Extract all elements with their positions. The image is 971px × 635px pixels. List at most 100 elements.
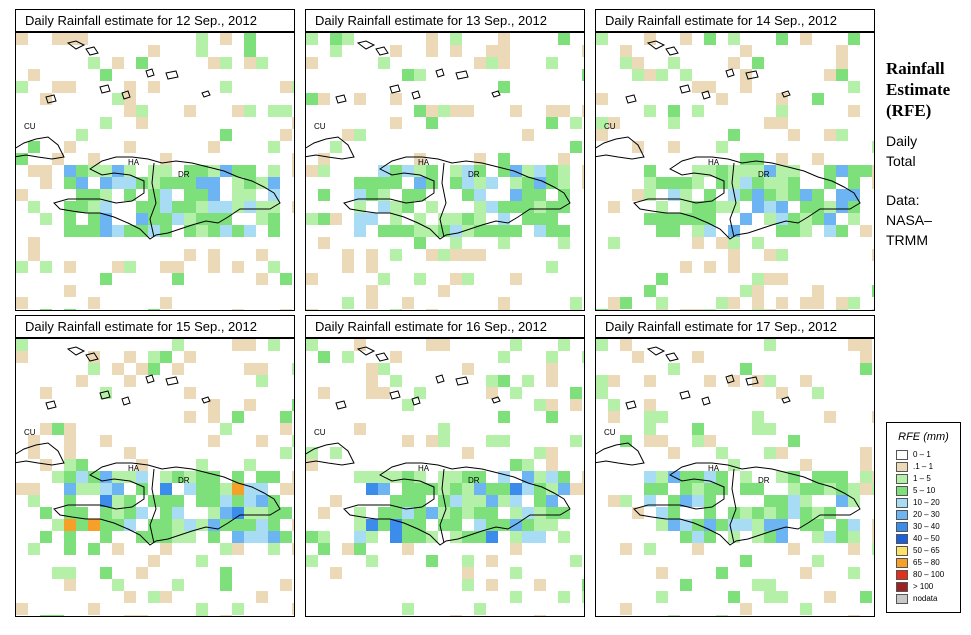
rainfall-cell: [764, 249, 776, 261]
rainfall-cell: [498, 57, 510, 69]
rainfall-cell: [220, 57, 232, 69]
rainfall-cell: [438, 225, 450, 237]
rainfall-cell: [136, 363, 148, 375]
rainfall-cell: [256, 363, 268, 375]
product-title-line: (RFE): [886, 101, 932, 120]
rainfall-cell: [414, 225, 426, 237]
rainfall-cell: [704, 519, 716, 531]
rainfall-cell: [124, 93, 136, 105]
rainfall-cell: [692, 543, 704, 555]
rainfall-cell: [534, 201, 546, 213]
rainfall-cell: [342, 351, 354, 363]
rfe-legend: RFE (mm) 0 – 1 .1 – 1 1 – 5 5 – 10 10 – 20 20…: [886, 422, 961, 613]
rainfall-cell: [136, 507, 148, 519]
haiti-label: HA: [708, 464, 720, 473]
rainfall-cell: [522, 531, 534, 543]
rainfall-cell: [232, 483, 244, 495]
rainfall-cell: [172, 339, 184, 351]
rainfall-cell: [390, 177, 402, 189]
rainfall-cell: [76, 459, 88, 471]
rainfall-cell: [232, 105, 244, 117]
rainfall-cell: [64, 471, 76, 483]
rainfall-cell: [776, 93, 788, 105]
rainfall-cell: [462, 165, 474, 177]
island-coastline: [375, 46, 389, 56]
rainfall-cell: [824, 225, 836, 237]
rainfall-cell: [450, 165, 462, 177]
rainfall-cell: [378, 273, 390, 285]
rainfall-cell: [668, 507, 680, 519]
rainfall-cell: [426, 249, 438, 261]
haiti-dr-border: [439, 162, 447, 238]
rainfall-cell: [232, 225, 244, 237]
rainfall-cell: [656, 69, 668, 81]
rainfall-cell: [800, 225, 812, 237]
rainfall-cell: [620, 45, 632, 57]
rainfall-cell: [728, 591, 740, 603]
rainfall-cell: [64, 309, 76, 310]
rainfall-cell: [172, 495, 184, 507]
legend-item: 50 – 65: [887, 545, 960, 557]
rainfall-cell: [426, 339, 438, 351]
rainfall-cell: [366, 363, 378, 375]
rainfall-cell: [740, 81, 752, 93]
rainfall-cell: [306, 33, 318, 45]
rainfall-cell: [184, 519, 196, 531]
rainfall-cell: [414, 105, 426, 117]
rainfall-cell: [196, 615, 208, 616]
rainfall-cell: [402, 69, 414, 81]
rainfall-cell: [366, 471, 378, 483]
rainfall-cell: [112, 93, 124, 105]
rainfall-map: CU HA DR: [15, 32, 295, 311]
rainfall-cell: [680, 495, 692, 507]
hispaniola-coastline: [343, 156, 571, 240]
rainfall-cell: [232, 177, 244, 189]
rainfall-cell: [124, 81, 136, 93]
rainfall-cell: [836, 297, 848, 309]
rainfall-cell: [582, 351, 584, 363]
island-coastline: [455, 70, 469, 80]
rainfall-cell: [462, 213, 474, 225]
rainfall-cell: [836, 201, 848, 213]
rainfall-cell: [124, 225, 136, 237]
rainfall-cell: [318, 351, 330, 363]
island-coastline: [455, 376, 469, 386]
rainfall-cell: [52, 615, 64, 616]
rainfall-cell: [608, 117, 620, 129]
rainfall-cell: [100, 69, 112, 81]
rainfall-cell: [28, 249, 40, 261]
rainfall-cell: [160, 483, 172, 495]
rainfall-cell: [764, 591, 776, 603]
rainfall-cell: [486, 225, 498, 237]
rainfall-cell: [596, 387, 608, 399]
rainfall-cell: [450, 615, 462, 616]
rainfall-cell: [812, 153, 824, 165]
rainfall-cell: [16, 33, 28, 45]
island-coastline: [145, 374, 155, 384]
rainfall-cell: [644, 471, 656, 483]
cuba-label: CU: [604, 122, 616, 131]
rainfall-cell: [692, 531, 704, 543]
island-coastline: [121, 90, 131, 100]
rainfall-cell: [620, 495, 632, 507]
rainfall-cell: [546, 57, 558, 69]
rainfall-cell: [306, 339, 318, 351]
rainfall-cell: [100, 177, 112, 189]
rainfall-cell: [752, 189, 764, 201]
rainfall-cell: [728, 249, 740, 261]
rainfall-cell: [438, 483, 450, 495]
rainfall-cell: [450, 177, 462, 189]
rainfall-cell: [522, 507, 534, 519]
rainfall-cell: [366, 249, 378, 261]
rainfall-cell: [848, 165, 860, 177]
rainfall-cell: [88, 201, 100, 213]
rainfall-cell: [740, 285, 752, 297]
rainfall-cell: [148, 351, 160, 363]
rainfall-cell: [764, 423, 776, 435]
rainfall-cell: [124, 495, 136, 507]
rainfall-cell: [546, 447, 558, 459]
legend-item: 5 – 10: [887, 485, 960, 497]
dominican-republic-label: DR: [468, 170, 480, 179]
rainfall-cell: [534, 615, 546, 616]
legend-item: 30 – 40: [887, 521, 960, 533]
